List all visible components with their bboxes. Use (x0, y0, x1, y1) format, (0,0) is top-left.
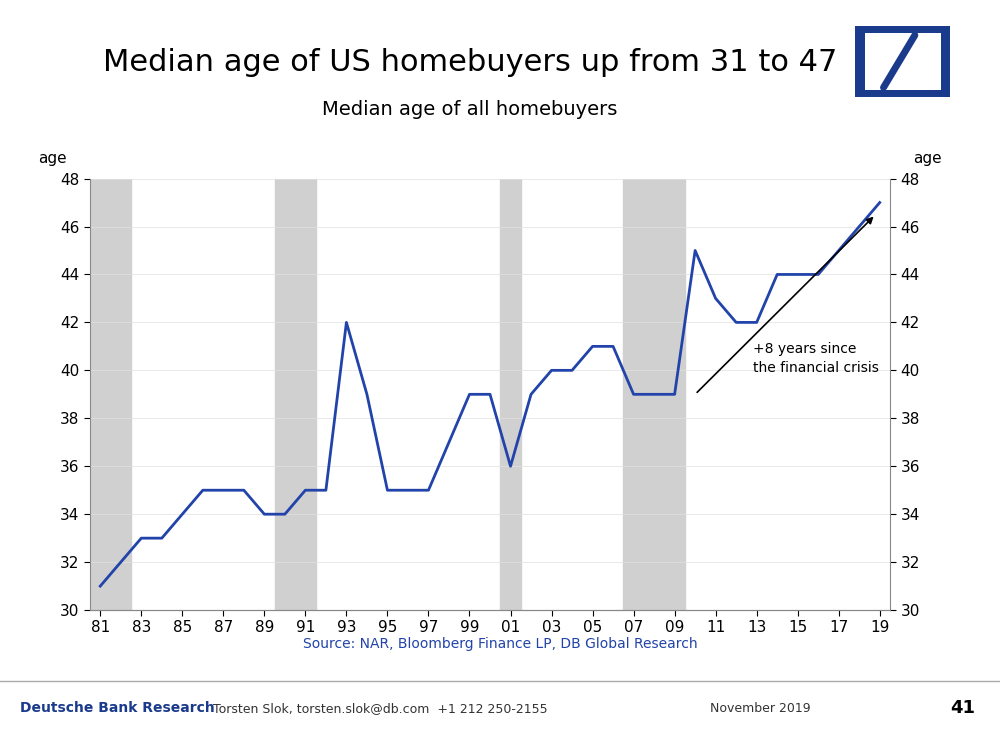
Text: Source: NAR, Bloomberg Finance LP, DB Global Research: Source: NAR, Bloomberg Finance LP, DB Gl… (303, 637, 697, 650)
Text: Median age of US homebuyers up from 31 to 47: Median age of US homebuyers up from 31 t… (103, 48, 837, 77)
Bar (623, 179, 685, 610)
Text: age: age (38, 150, 67, 166)
Bar (500, 179, 521, 610)
Text: age: age (913, 150, 942, 166)
Text: 41: 41 (950, 699, 975, 717)
Text: Torsten Slok, torsten.slok@db.com  +1 212 250-2155: Torsten Slok, torsten.slok@db.com +1 212… (213, 702, 547, 715)
Text: +8 years since
the financial crisis: +8 years since the financial crisis (753, 341, 878, 375)
Text: Median age of all homebuyers: Median age of all homebuyers (322, 100, 618, 120)
Text: November 2019: November 2019 (710, 702, 810, 715)
Text: Deutsche Bank Research: Deutsche Bank Research (20, 702, 215, 715)
Bar (864, 33, 940, 89)
Bar (275, 179, 316, 610)
Bar (90, 179, 131, 610)
